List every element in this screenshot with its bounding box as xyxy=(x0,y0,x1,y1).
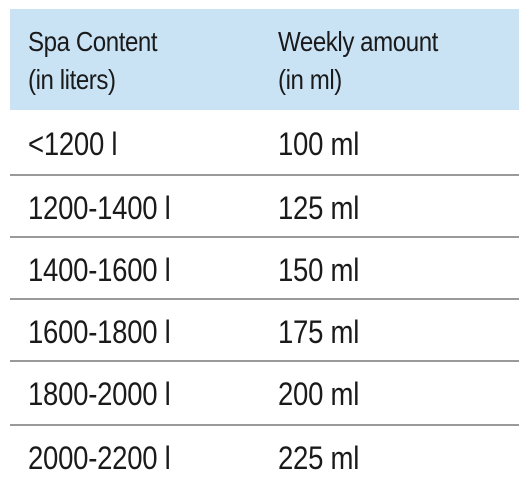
header-weekly-amount: Weekly amount (in ml) xyxy=(278,23,438,99)
weekly-amount-cell: 125 ml xyxy=(278,190,360,226)
spa-content-cell: 1200-1400 l xyxy=(28,190,171,226)
table-row: 2000-2200 l 225 ml xyxy=(10,426,519,488)
spa-content-cell: 1600-1800 l xyxy=(28,314,171,350)
table-row: 1400-1600 l 150 ml xyxy=(10,238,519,300)
spa-content-cell: 2000-2200 l xyxy=(28,440,171,476)
spa-content-cell: <1200 l xyxy=(28,126,118,162)
row-divider xyxy=(10,424,519,426)
table-row: 1600-1800 l 175 ml xyxy=(10,300,519,362)
weekly-amount-cell: 175 ml xyxy=(278,314,360,350)
row-divider xyxy=(10,174,519,176)
table-row: 1800-2000 l 200 ml xyxy=(10,362,519,424)
header-weekly-amount-line-1: Weekly amount xyxy=(278,26,438,57)
table-row: 1200-1400 l 125 ml xyxy=(10,176,519,238)
header-spa-content-line-2: (in liters) xyxy=(28,64,116,95)
table-header: Spa Content (in liters) Weekly amount (i… xyxy=(10,9,519,110)
spa-content-cell: 1400-1600 l xyxy=(28,252,171,288)
weekly-amount-cell: 200 ml xyxy=(278,376,360,412)
row-divider xyxy=(10,360,519,362)
weekly-amount-cell: 100 ml xyxy=(278,126,360,162)
spa-content-cell: 1800-2000 l xyxy=(28,376,171,412)
row-divider xyxy=(10,298,519,300)
row-divider xyxy=(10,236,519,238)
header-spa-content-line-1: Spa Content xyxy=(28,26,158,57)
table-row: <1200 l 100 ml xyxy=(10,112,519,174)
weekly-amount-cell: 225 ml xyxy=(278,440,360,476)
weekly-amount-cell: 150 ml xyxy=(278,252,360,288)
header-weekly-amount-line-2: (in ml) xyxy=(278,64,342,95)
header-spa-content: Spa Content (in liters) xyxy=(28,23,158,99)
